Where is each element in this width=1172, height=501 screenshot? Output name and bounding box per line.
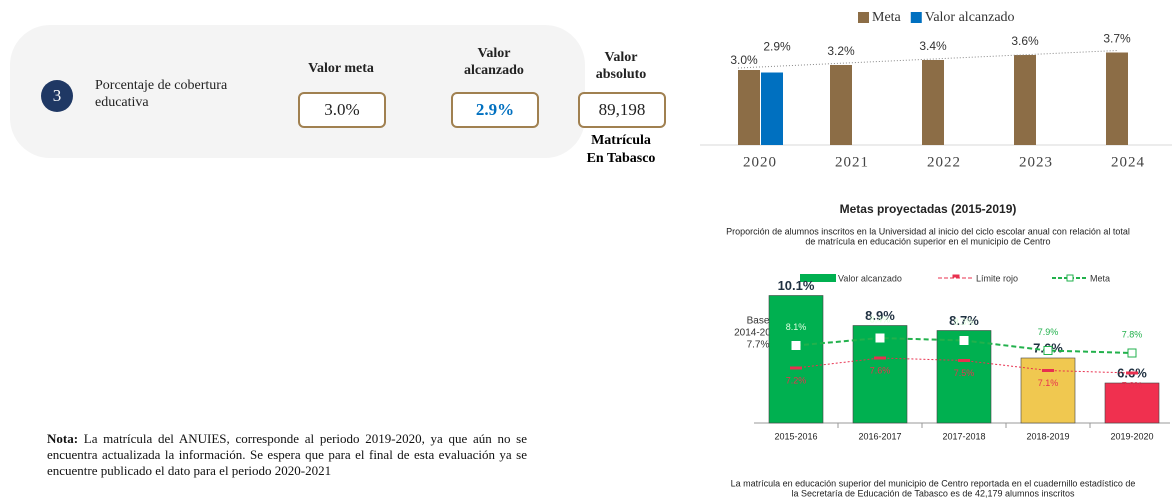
legend-label: Meta — [872, 10, 902, 25]
legend-label: Límite rojo — [976, 273, 1018, 283]
legend-label: Valor alcanzado — [925, 10, 1015, 25]
bar — [1014, 55, 1036, 145]
bar — [1106, 52, 1128, 145]
data-label: 3.6% — [1011, 34, 1039, 48]
limit-marker — [790, 366, 802, 370]
x-tick-label: 2018-2019 — [1026, 431, 1069, 441]
x-tick-label: 2020 — [743, 154, 777, 170]
footnote: la Secretaría de Educación de Tabasco es… — [791, 488, 1075, 498]
x-tick-label: 2021 — [835, 154, 869, 170]
legend-label: Meta — [1090, 273, 1110, 283]
note-text: La matrícula del ANUIES, corresponde al … — [47, 431, 528, 478]
data-label: 7.2% — [786, 375, 807, 385]
data-label: 8.1% — [786, 322, 807, 332]
meta-marker — [959, 336, 969, 345]
caption-line: En Tabasco — [586, 151, 656, 166]
x-tick-label: 2023 — [1019, 154, 1053, 170]
header: Valor absoluto — [595, 50, 647, 82]
bar — [738, 70, 760, 145]
footnote: La matrícula en educación superior del m… — [731, 478, 1136, 488]
bar — [761, 72, 783, 145]
data-label: 8.7% — [949, 313, 979, 328]
limit-marker — [1042, 369, 1054, 372]
caption-line: Matrícula — [591, 133, 651, 148]
meta-marker — [1043, 346, 1053, 355]
value-box: 3.0% — [298, 92, 386, 128]
header: Valor alcanzado — [464, 46, 524, 78]
bar — [768, 295, 824, 424]
data-label: 7.9% — [1038, 327, 1059, 337]
chart-subtitle: de matrícula en educación superior en el… — [805, 236, 1050, 246]
legend-marker — [952, 274, 960, 278]
caption: Matrícula En Tabasco — [571, 132, 671, 168]
value-box: 2.9% — [451, 92, 539, 128]
header: Valor meta — [308, 61, 374, 76]
legend-swatch — [800, 274, 836, 282]
x-tick-label: 2024 — [1111, 154, 1145, 170]
legend-label: Valor alcanzado — [838, 273, 902, 283]
meta-marker — [1127, 348, 1137, 358]
x-tick-label: 2015-2016 — [774, 431, 817, 441]
bar — [936, 330, 992, 424]
bar — [830, 65, 852, 145]
data-label: 10.1% — [778, 278, 815, 293]
data-label: 8.3% — [954, 317, 975, 327]
x-tick-label: 2019-2020 — [1110, 431, 1153, 441]
limit-marker — [958, 359, 970, 362]
data-label: 3.7% — [1103, 32, 1131, 46]
data-label: 7.1% — [1038, 378, 1059, 388]
legend-marker — [1066, 274, 1074, 282]
x-tick-label: 2017-2018 — [942, 431, 985, 441]
annotation: 2014-2015 — [734, 328, 782, 339]
indicator-card — [10, 25, 585, 158]
limit-marker — [874, 356, 886, 360]
data-label: 8.9% — [865, 308, 895, 323]
trendline — [737, 50, 1118, 69]
annotation: 7.7% — [747, 340, 770, 351]
legend-swatch — [858, 12, 869, 23]
data-label: 3.2% — [827, 44, 855, 58]
limit-marker — [1126, 371, 1138, 375]
data-label: 7.0% — [1122, 380, 1143, 390]
x-tick-label: 2022 — [927, 154, 961, 170]
note-label: Nota: — [47, 431, 79, 446]
data-label: 2.9% — [763, 40, 791, 54]
bar — [1020, 357, 1076, 424]
note: Nota: La matrícula del ANUIES, correspon… — [47, 431, 527, 479]
meta-marker — [875, 333, 885, 343]
value-box: 89,198 — [578, 92, 666, 128]
data-label: 3.4% — [919, 39, 947, 53]
data-label: 7.8% — [1122, 329, 1143, 339]
data-label: 7.6% — [870, 365, 891, 375]
bar — [1104, 382, 1160, 424]
chart-title: Metas proyectadas (2015-2019) — [840, 202, 1017, 216]
legend-swatch — [910, 12, 922, 23]
bar — [922, 60, 944, 145]
data-label: 7.5% — [954, 368, 975, 378]
data-label: 3.0% — [730, 53, 758, 67]
chart-subtitle: Proporción de alumnos inscritos en la Un… — [726, 226, 1130, 236]
x-tick-label: 2016-2017 — [858, 431, 901, 441]
indicator-number: 3 — [41, 80, 73, 112]
meta-marker — [791, 341, 801, 350]
indicator-label: Porcentaje de cobertura educativa — [95, 78, 228, 110]
annotation: Base — [747, 316, 770, 327]
data-label: 8.4% — [870, 314, 891, 324]
